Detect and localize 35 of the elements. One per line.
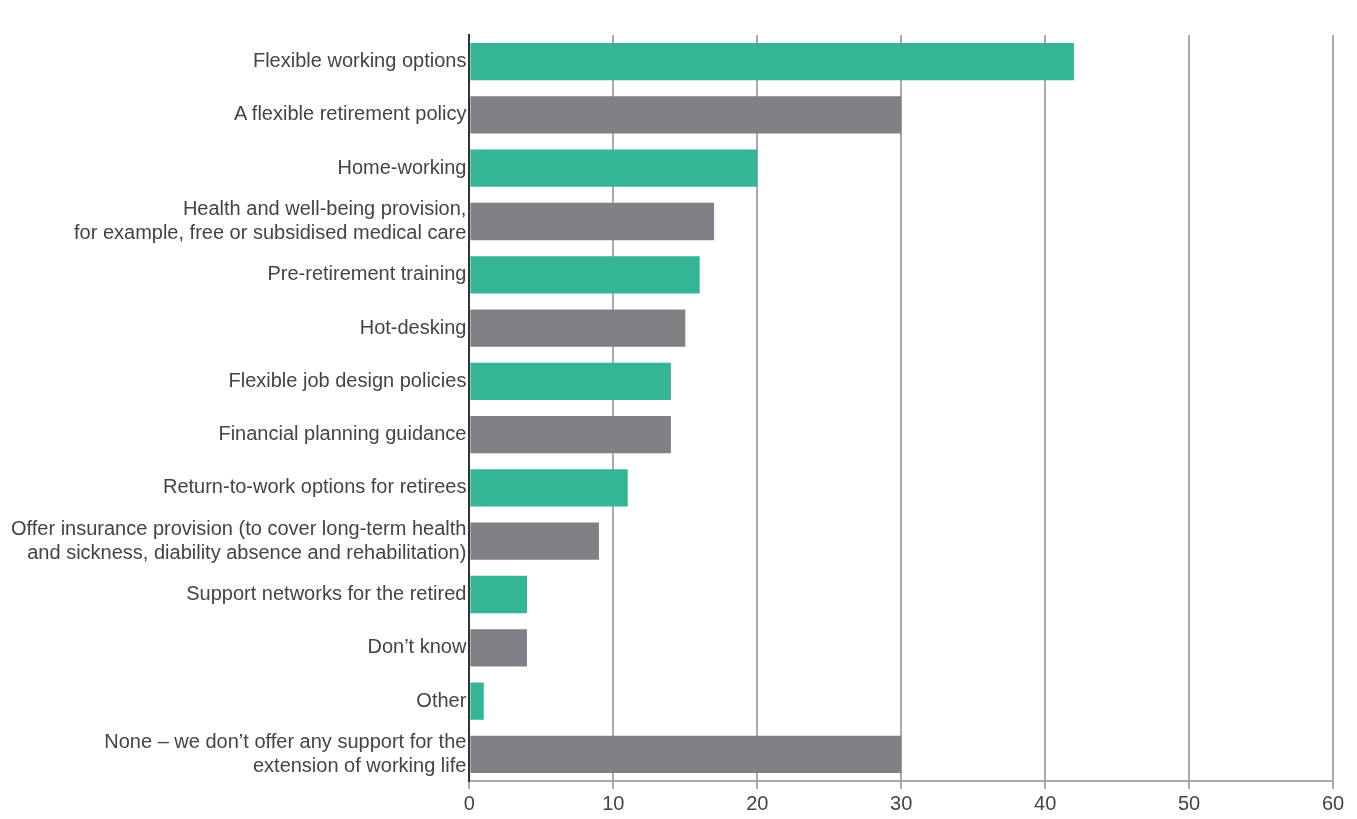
x-tick-label: 50: [1177, 791, 1201, 814]
bar: [470, 362, 671, 401]
bar: [470, 629, 527, 667]
x-tick-label: 10: [602, 791, 625, 814]
y-tick-label: None – we don’t offer any support for the extension of working life: [104, 729, 467, 776]
y-tick-label: Flexible job design policies: [228, 368, 467, 391]
y-tick-label: A flexible retirement policy: [234, 102, 467, 125]
bar: [470, 522, 599, 560]
y-tick-label: Hot-desking: [359, 315, 467, 338]
y-tick-label: Home-working: [337, 155, 467, 178]
y-tick-label: Return-to-work options for retirees: [162, 475, 467, 498]
bar: [470, 96, 902, 134]
x-tick-label: 60: [1321, 791, 1345, 814]
bar: [470, 309, 686, 347]
x-tick-label: 40: [1034, 791, 1057, 814]
y-tick-label: Flexible working options: [252, 49, 467, 72]
bar: [470, 149, 758, 187]
bar: [470, 42, 1074, 81]
y-tick-label: Support networks for the retired: [186, 582, 467, 605]
y-tick-label: Health and well-being provision, for example, free or subsidised medical care: [73, 197, 467, 244]
bar: [470, 256, 700, 294]
bar: [470, 682, 484, 720]
x-tick-label: 0: [463, 791, 475, 814]
bar: [470, 575, 527, 614]
bar: [470, 469, 628, 507]
y-tick-label: Don’t know: [367, 635, 467, 658]
bar: [470, 202, 715, 241]
bar: [470, 415, 671, 454]
y-tick-label: Offer insurance provision (to cover long-term health and sickness, diability absence and rehabilitation): [10, 516, 467, 563]
bar: [470, 735, 902, 774]
y-tick-label: Other: [416, 688, 467, 711]
y-tick-label: Pre-retirement training: [267, 262, 467, 285]
x-tick-label: 20: [746, 791, 769, 814]
x-tick-label: 30: [890, 791, 913, 814]
y-tick-label: Financial planning guidance: [218, 422, 467, 445]
